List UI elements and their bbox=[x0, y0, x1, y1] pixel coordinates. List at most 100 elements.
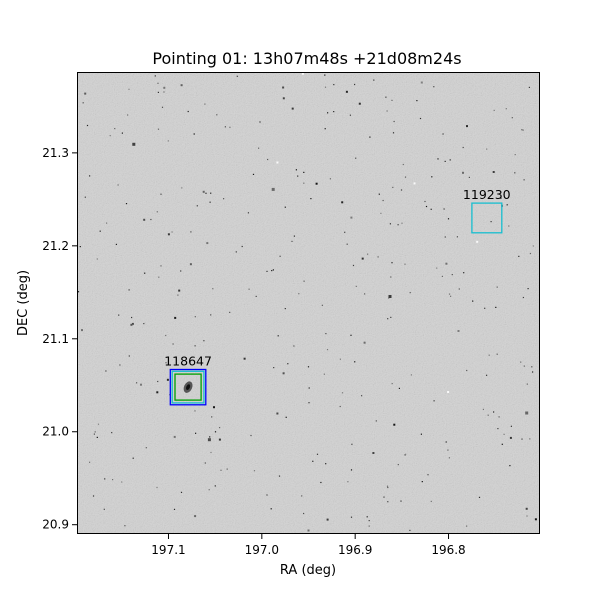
star bbox=[276, 161, 279, 164]
star bbox=[187, 110, 189, 113]
star bbox=[115, 243, 117, 245]
star bbox=[501, 443, 503, 445]
star bbox=[355, 157, 357, 159]
star bbox=[267, 158, 269, 161]
star bbox=[180, 270, 182, 272]
star bbox=[214, 431, 217, 433]
star bbox=[380, 212, 382, 214]
star bbox=[413, 182, 416, 185]
star bbox=[523, 179, 525, 181]
star bbox=[444, 160, 446, 162]
star bbox=[241, 245, 243, 248]
star bbox=[443, 208, 445, 210]
star bbox=[180, 491, 183, 493]
star bbox=[368, 525, 370, 527]
star bbox=[496, 286, 498, 288]
star bbox=[193, 133, 195, 135]
star bbox=[386, 110, 388, 112]
source-markers: 119230 118647 bbox=[164, 187, 511, 406]
star bbox=[324, 86, 327, 88]
star bbox=[284, 206, 286, 208]
star bbox=[303, 171, 305, 173]
sky-noise-texture bbox=[77, 72, 540, 534]
star bbox=[291, 240, 293, 242]
star bbox=[400, 500, 402, 502]
star bbox=[456, 236, 458, 238]
star bbox=[103, 508, 105, 510]
star bbox=[409, 292, 411, 294]
star bbox=[276, 412, 279, 415]
star bbox=[532, 371, 534, 373]
star bbox=[493, 411, 495, 413]
star bbox=[339, 405, 341, 408]
star bbox=[385, 96, 387, 98]
star bbox=[291, 107, 294, 110]
star bbox=[534, 518, 537, 521]
y-tick-label: 21.3 bbox=[42, 146, 69, 160]
star bbox=[96, 436, 98, 438]
star bbox=[158, 276, 160, 278]
star bbox=[312, 460, 314, 462]
star bbox=[347, 481, 349, 483]
star bbox=[278, 475, 281, 477]
star bbox=[520, 361, 522, 363]
star bbox=[447, 218, 450, 220]
galaxy-core bbox=[186, 384, 191, 390]
star bbox=[307, 529, 310, 532]
star bbox=[493, 109, 495, 111]
star bbox=[528, 86, 530, 88]
star bbox=[156, 211, 158, 213]
star bbox=[284, 308, 286, 310]
star bbox=[523, 365, 525, 367]
star bbox=[447, 391, 450, 393]
star bbox=[308, 402, 310, 404]
x-axis: 197.1 197.0 196.9 196.8 bbox=[151, 534, 466, 557]
star bbox=[121, 132, 123, 134]
star bbox=[154, 75, 156, 77]
star bbox=[271, 270, 273, 272]
star bbox=[247, 212, 249, 214]
star bbox=[205, 192, 207, 194]
star bbox=[420, 81, 423, 84]
star bbox=[252, 173, 255, 175]
star bbox=[393, 120, 395, 123]
star bbox=[171, 231, 173, 233]
star bbox=[82, 102, 84, 104]
star bbox=[416, 100, 418, 102]
star bbox=[206, 242, 209, 245]
star bbox=[436, 267, 438, 269]
star bbox=[235, 251, 237, 253]
star bbox=[212, 288, 214, 290]
star bbox=[132, 457, 134, 459]
star bbox=[382, 199, 384, 202]
star bbox=[279, 255, 281, 257]
star bbox=[405, 453, 407, 455]
star bbox=[92, 495, 95, 497]
star bbox=[220, 469, 222, 471]
star bbox=[525, 411, 529, 415]
star bbox=[109, 135, 111, 137]
star bbox=[136, 382, 138, 384]
star bbox=[161, 106, 164, 108]
star bbox=[364, 293, 366, 295]
star bbox=[526, 515, 528, 517]
star bbox=[390, 276, 392, 278]
star bbox=[449, 159, 451, 161]
star bbox=[163, 91, 165, 93]
star bbox=[387, 486, 389, 489]
marker-label: 118647 bbox=[164, 353, 212, 368]
star bbox=[498, 416, 500, 418]
star bbox=[510, 425, 512, 427]
star bbox=[419, 117, 422, 120]
star bbox=[181, 187, 183, 189]
star bbox=[529, 252, 531, 255]
star bbox=[377, 256, 379, 258]
star bbox=[180, 84, 183, 87]
star bbox=[350, 469, 353, 471]
star bbox=[127, 114, 129, 116]
star bbox=[410, 374, 412, 376]
star bbox=[255, 295, 257, 297]
marker-118647: 118647 bbox=[164, 353, 212, 406]
star bbox=[163, 86, 166, 89]
